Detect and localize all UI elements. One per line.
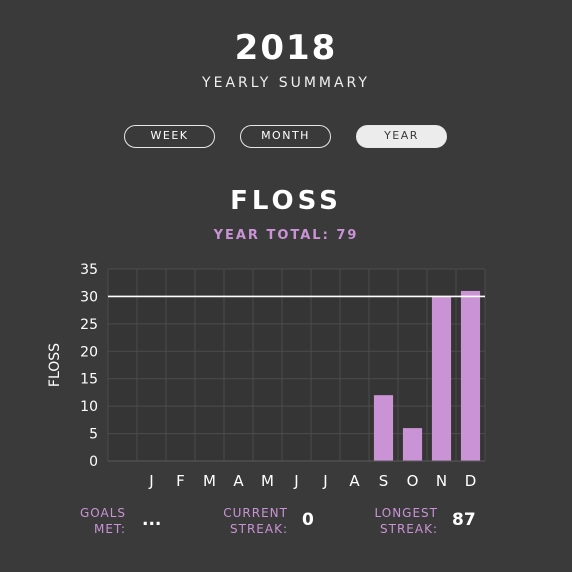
bar-n-10 [432, 296, 451, 461]
longest-streak-label-line2: STREAK: [350, 521, 438, 537]
x-tick-label: A [233, 472, 244, 490]
bar-d-11 [461, 291, 480, 461]
x-tick-label: J [322, 472, 327, 490]
x-tick-label: O [407, 472, 419, 490]
goals-met-label-line2: MET: [60, 521, 126, 537]
year-tab-button[interactable]: YEAR [356, 125, 447, 148]
year-title: 2018 [0, 28, 572, 68]
x-tick-label: N [436, 472, 447, 490]
plot-area [108, 269, 485, 461]
y-tick-label: 0 [89, 454, 98, 470]
x-tick-label: D [465, 472, 477, 490]
x-tick-label: A [349, 472, 360, 490]
y-tick-label: 30 [80, 289, 98, 305]
y-tick-label: 20 [80, 344, 98, 360]
week-tab-button[interactable]: WEEK [124, 125, 215, 148]
x-tick-label: M [203, 472, 216, 490]
current-streak-label: CURRENT STREAK: [200, 505, 288, 537]
longest-streak-label-line1: LONGEST [350, 505, 438, 521]
x-tick-label: J [148, 472, 153, 490]
longest-streak-label: LONGEST STREAK: [350, 505, 438, 537]
year-total: YEAR TOTAL: 79 [0, 228, 572, 243]
bar-s-8 [374, 395, 393, 461]
y-tick-label: 5 [89, 427, 98, 443]
chart-title: FLOSS [0, 186, 572, 216]
x-tick-label: J [293, 472, 298, 490]
summary-subtitle: YEARLY SUMMARY [0, 75, 572, 91]
y-tick-label: 25 [80, 317, 98, 333]
x-tick-label: F [176, 472, 185, 490]
current-streak-value: 0 [302, 510, 314, 530]
y-tick-label: 10 [80, 399, 98, 415]
goals-met-value: ... [142, 510, 161, 530]
current-streak-label-line2: STREAK: [200, 521, 288, 537]
y-tick-label: 35 [80, 262, 98, 278]
goals-met-label: GOALS MET: [60, 505, 126, 537]
y-axis-label: FLOSS [47, 343, 63, 387]
y-tick-label: 15 [80, 372, 98, 388]
x-tick-label: S [379, 472, 389, 490]
current-streak-label-line1: CURRENT [200, 505, 288, 521]
goals-met-label-line1: GOALS [60, 505, 126, 521]
x-tick-label: M [261, 472, 274, 490]
month-tab-button[interactable]: MONTH [240, 125, 331, 148]
longest-streak-value: 87 [452, 510, 476, 530]
bar-o-9 [403, 428, 422, 461]
